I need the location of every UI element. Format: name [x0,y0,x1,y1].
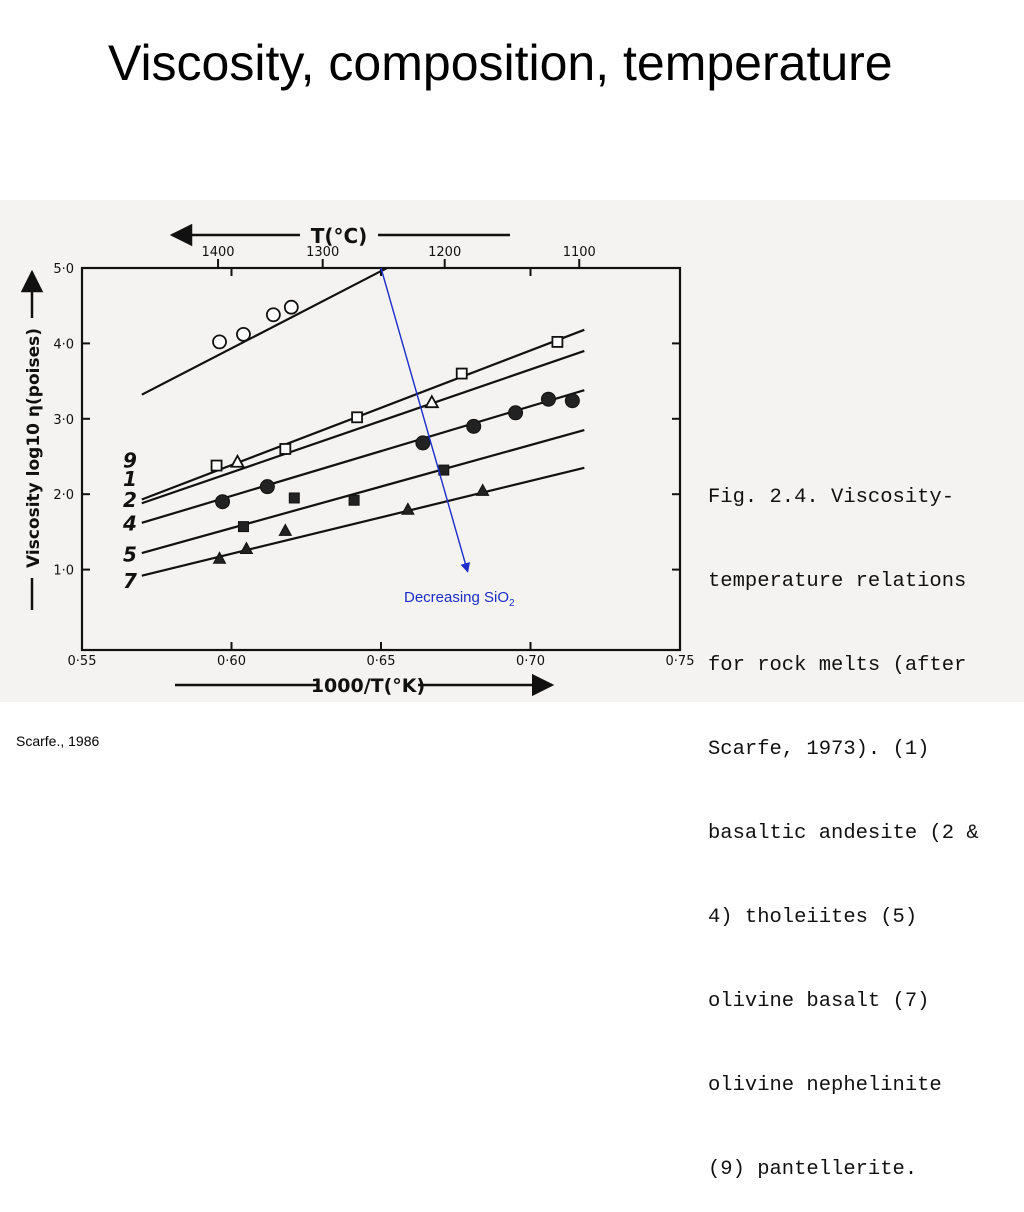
top-tick-label: 1200 [428,245,461,260]
caption-line: temperature relations [708,570,967,593]
caption-line: olivine basalt (7) [708,990,930,1013]
sio2-annotation: Decreasing SiO2 [404,589,515,609]
data-point-4 [259,479,275,495]
caption-line: Fig. 2.4. Viscosity- [708,486,955,509]
data-point-1 [279,443,292,455]
caption-line: for rock melts (after [708,654,967,677]
caption-line: 4) tholeiites (5) [708,906,918,929]
fit-line-2 [141,349,585,505]
x-tick-label: 0·65 [367,654,396,669]
fit-line-7 [141,466,585,577]
chart-points [210,299,580,564]
y-tick-label: 4·0 [53,337,74,352]
y-tick-label: 2·0 [53,488,74,503]
data-point-4 [564,393,580,409]
data-point-4 [540,391,556,407]
caption-line: Scarfe, 1973). (1) [708,738,930,761]
top-tick-label: 1300 [306,245,339,260]
sio2-annotation-text: Decreasing SiO [404,589,510,606]
data-point-4 [215,494,231,510]
fit-line-9 [141,267,388,396]
sio2-annotation-subscript: 2 [509,598,515,609]
x-tick-label: 0·70 [516,654,545,669]
sio2-arrow-line [380,267,471,573]
data-point-5 [288,492,300,504]
data-point-4 [508,405,524,421]
top-axis-title: T(°C) [311,224,368,248]
data-point-5 [348,494,360,506]
data-point-1 [351,411,363,424]
data-point-7 [401,502,415,515]
data-point-1 [551,335,564,348]
data-point-1 [210,459,223,472]
plot-frame [80,266,682,652]
data-point-9 [265,307,281,323]
series-label-9: 9 [123,448,137,472]
viscosity-chart: 0·55 0·60 0·65 0·70 0·75 1·0 2·0 3·0 4·0 5·0 1400 1… [20,223,695,697]
y-tick-label: 1·0 [53,564,74,579]
x-tick-label: 0·55 [68,654,97,669]
caption-line: olivine nephelinite [708,1074,942,1097]
caption-line: basaltic andesite (2 & [708,822,979,845]
x-tick-label: 0·60 [217,654,246,669]
top-tick-label: 1100 [563,245,596,260]
source-credit: Scarfe., 1986 [16,733,100,749]
y-tick-label: 3·0 [53,413,74,428]
data-point-4 [415,435,431,451]
fit-line-5 [141,429,585,555]
data-point-9 [212,334,227,350]
data-point-9 [283,299,299,315]
series-label-1: 1 [123,467,137,491]
data-point-4 [466,418,482,434]
x-axis-title: 1000/T(°K) [311,675,425,697]
data-point-2 [424,394,440,409]
figure-caption: Fig. 2.4. Viscosity- temperature relatio… [708,428,1024,1212]
data-point-2 [229,453,245,468]
y-axis-title: Viscosity log10 η(poises) [24,328,44,568]
data-point-1 [455,367,468,380]
data-point-7 [239,541,254,554]
chart-fit-lines [141,267,585,577]
chart-axes: 0·55 0·60 0·65 0·70 0·75 1·0 2·0 3·0 4·0 5·0 1400 1… [20,223,695,697]
data-point-5 [237,521,249,533]
series-label-5: 5 [123,543,137,567]
slide-title: Viscosity, composition, temperature [108,35,893,91]
series-label-2: 2 [123,488,137,512]
data-point-7 [278,523,293,536]
series-label-7: 7 [123,569,137,593]
data-point-7 [212,551,227,564]
x-tick-label: 0·75 [666,654,695,669]
data-point-9 [236,326,251,342]
series-label-4: 4 [122,512,137,536]
data-point-7 [475,483,490,496]
top-tick-label: 1400 [201,245,234,260]
sio2-trend-arrow [380,267,471,573]
y-tick-label: 5·0 [53,262,74,277]
caption-line: (9) pantellerite. [708,1158,918,1181]
